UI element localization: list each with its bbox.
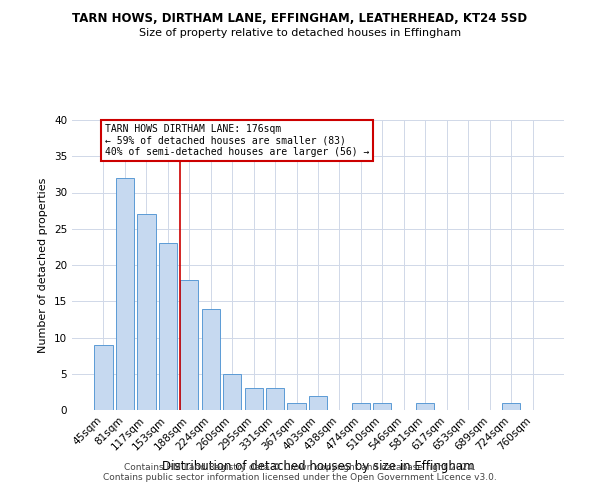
Bar	[223, 374, 241, 410]
Bar	[502, 403, 520, 410]
Y-axis label: Number of detached properties: Number of detached properties	[38, 178, 49, 352]
Bar	[309, 396, 327, 410]
Bar	[373, 403, 391, 410]
Bar	[287, 403, 305, 410]
Text: TARN HOWS DIRTHAM LANE: 176sqm
← 59% of detached houses are smaller (83)
40% of : TARN HOWS DIRTHAM LANE: 176sqm ← 59% of …	[104, 124, 369, 157]
Bar	[159, 244, 177, 410]
Bar	[202, 308, 220, 410]
Text: Contains HM Land Registry data © Crown copyright and database right 2024.: Contains HM Land Registry data © Crown c…	[124, 464, 476, 472]
Bar	[180, 280, 199, 410]
Bar	[352, 403, 370, 410]
X-axis label: Distribution of detached houses by size in Effingham: Distribution of detached houses by size …	[161, 460, 475, 473]
Text: Size of property relative to detached houses in Effingham: Size of property relative to detached ho…	[139, 28, 461, 38]
Bar	[416, 403, 434, 410]
Text: TARN HOWS, DIRTHAM LANE, EFFINGHAM, LEATHERHEAD, KT24 5SD: TARN HOWS, DIRTHAM LANE, EFFINGHAM, LEAT…	[73, 12, 527, 26]
Bar	[116, 178, 134, 410]
Bar	[245, 388, 263, 410]
Bar	[266, 388, 284, 410]
Bar	[94, 345, 113, 410]
Text: Contains public sector information licensed under the Open Government Licence v3: Contains public sector information licen…	[103, 474, 497, 482]
Bar	[137, 214, 155, 410]
